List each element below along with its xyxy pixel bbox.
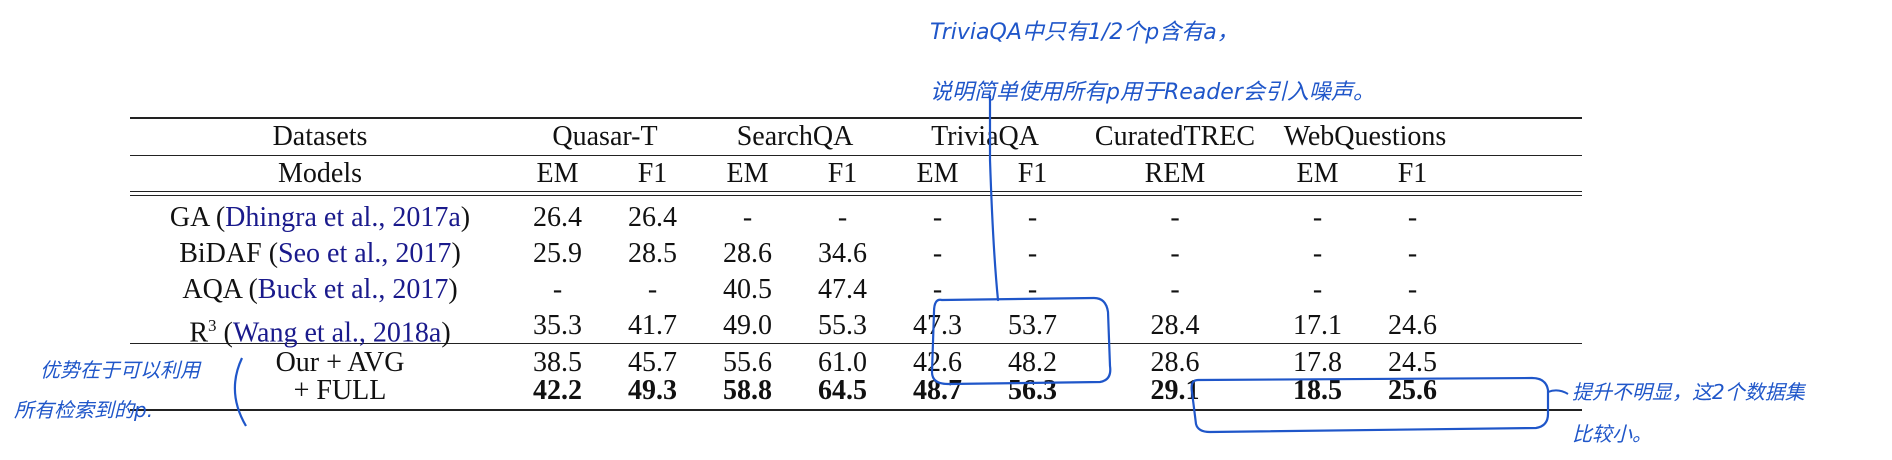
- cell: -: [1170, 202, 1180, 233]
- cell: 42.2: [533, 375, 582, 406]
- citation-link[interactable]: Wang et al., 2018a: [232, 317, 442, 349]
- cell: 28.6: [1150, 347, 1200, 378]
- citation-link[interactable]: Buck et al., 2017: [257, 274, 449, 305]
- cell: -: [1027, 238, 1038, 269]
- cell: -: [742, 202, 753, 233]
- ink-note-top-2: 说明简单使用所有p用于Reader会引入噪声。: [930, 80, 1375, 105]
- cell: 29.1: [1150, 375, 1200, 406]
- cell: -: [647, 274, 658, 305]
- cell: 17.8: [1293, 347, 1342, 378]
- cell: -: [1170, 274, 1180, 305]
- cell: 49.0: [723, 310, 772, 341]
- cell: 55.6: [723, 347, 772, 378]
- dataset-curatedtrec: CuratedTREC: [1094, 121, 1256, 152]
- cell: -: [1312, 238, 1323, 269]
- model-name: BiDAF (Seo et al., 2017): [179, 238, 461, 269]
- table-row: BiDAF (Seo et al., 2017) 25.9 28.5 28.6 …: [130, 236, 1582, 272]
- cell: -: [1170, 238, 1180, 269]
- metric-header: F1: [1017, 158, 1048, 189]
- model-name: GA (Dhingra et al., 2017a): [169, 202, 471, 233]
- citation-link[interactable]: Dhingra et al., 2017a: [225, 202, 461, 233]
- cell: 26.4: [628, 202, 677, 233]
- header-rule: [130, 155, 1582, 156]
- models-label: Models: [278, 158, 362, 189]
- model-name: R3 (Wang et al., 2018a): [189, 316, 451, 349]
- cell: -: [1407, 238, 1418, 269]
- metric-header: EM: [536, 158, 579, 189]
- cell: 61.0: [818, 347, 867, 378]
- metric-header: F1: [637, 158, 668, 189]
- cell: 28.5: [628, 238, 677, 269]
- ink-note-left-2: 所有检索到的p.: [14, 398, 154, 422]
- cell: -: [1027, 274, 1038, 305]
- bottom-rule: [130, 409, 1582, 411]
- table-row: AQA (Buck et al., 2017) - - 40.5 47.4 - …: [130, 272, 1582, 308]
- ink-note-right-1: 提升不明显，这2个数据集: [1572, 380, 1805, 404]
- cell: -: [1027, 202, 1038, 233]
- cell: 45.7: [628, 347, 677, 378]
- model-name: Our + AVG: [275, 347, 405, 378]
- cell: 49.3: [628, 375, 677, 406]
- metric-header: F1: [827, 158, 858, 189]
- cell: 48.7: [913, 375, 962, 406]
- metric-header: F1: [1397, 158, 1428, 189]
- header-metrics-row: Models EM F1 EM F1 EM F1 REM EM F1: [130, 156, 1582, 192]
- cell: 25.6: [1388, 375, 1437, 406]
- cell: -: [1407, 202, 1418, 233]
- cell: 24.6: [1388, 310, 1437, 341]
- cell: -: [932, 274, 943, 305]
- cell: 25.9: [533, 238, 582, 269]
- metric-header: REM: [1144, 158, 1206, 189]
- table-row: GA (Dhingra et al., 2017a) 26.4 26.4 - -…: [130, 200, 1582, 236]
- cell: 38.5: [533, 347, 582, 378]
- cell: 55.3: [818, 310, 867, 341]
- cell: 41.7: [628, 310, 677, 341]
- header-datasets-row: Datasets Quasar-T SearchQA TriviaQA Cura…: [130, 119, 1582, 155]
- cell: -: [1312, 274, 1323, 305]
- model-name: AQA (Buck et al., 2017): [182, 274, 458, 305]
- cell: 24.5: [1388, 347, 1437, 378]
- ink-note-left-1: 优势在于可以利用: [40, 358, 200, 382]
- ink-note-right-2: 比较小。: [1572, 422, 1652, 446]
- cell: -: [837, 202, 848, 233]
- model-name: + FULL: [293, 375, 387, 406]
- cell: 47.4: [818, 274, 867, 305]
- cell: 35.3: [533, 310, 582, 341]
- ink-note-top-1: TriviaQA中只有1/2个p含有a，: [930, 20, 1239, 45]
- cell: 28.6: [723, 238, 772, 269]
- dataset-triviaqa: TriviaQA: [931, 121, 1039, 152]
- cell: 53.7: [1008, 310, 1057, 341]
- cell: 26.4: [533, 202, 582, 233]
- table-row: R3 (Wang et al., 2018a) 35.3 41.7 49.0 5…: [130, 308, 1582, 349]
- header-double-rule-1: [130, 191, 1582, 192]
- table-row: + FULL 42.2 49.3 58.8 64.5 48.7 56.3 29.…: [130, 373, 1582, 409]
- ours-rule: [130, 343, 1582, 344]
- cell: 47.3: [913, 310, 962, 341]
- datasets-label: Datasets: [272, 121, 368, 152]
- cell: -: [1407, 274, 1418, 305]
- cell: -: [552, 274, 563, 305]
- cell: -: [1312, 202, 1323, 233]
- cell: 40.5: [723, 274, 772, 305]
- cell: 28.4: [1150, 310, 1200, 341]
- top-rule: [130, 117, 1582, 119]
- metric-header: EM: [726, 158, 769, 189]
- metric-header: EM: [916, 158, 959, 189]
- cell: 58.8: [723, 375, 772, 406]
- dataset-quasar-t: Quasar-T: [552, 121, 658, 152]
- header-double-rule-2: [130, 195, 1582, 196]
- dataset-webquestions: WebQuestions: [1283, 121, 1447, 152]
- cell: 64.5: [818, 375, 867, 406]
- cell: 18.5: [1293, 375, 1342, 406]
- cell: -: [932, 202, 943, 233]
- cell: 34.6: [818, 238, 867, 269]
- dataset-searchqa: SearchQA: [736, 121, 854, 152]
- cell: -: [932, 238, 943, 269]
- metric-header: EM: [1296, 158, 1339, 189]
- cell: 17.1: [1293, 310, 1342, 341]
- cell: 56.3: [1008, 375, 1057, 406]
- citation-link[interactable]: Seo et al., 2017: [278, 238, 452, 269]
